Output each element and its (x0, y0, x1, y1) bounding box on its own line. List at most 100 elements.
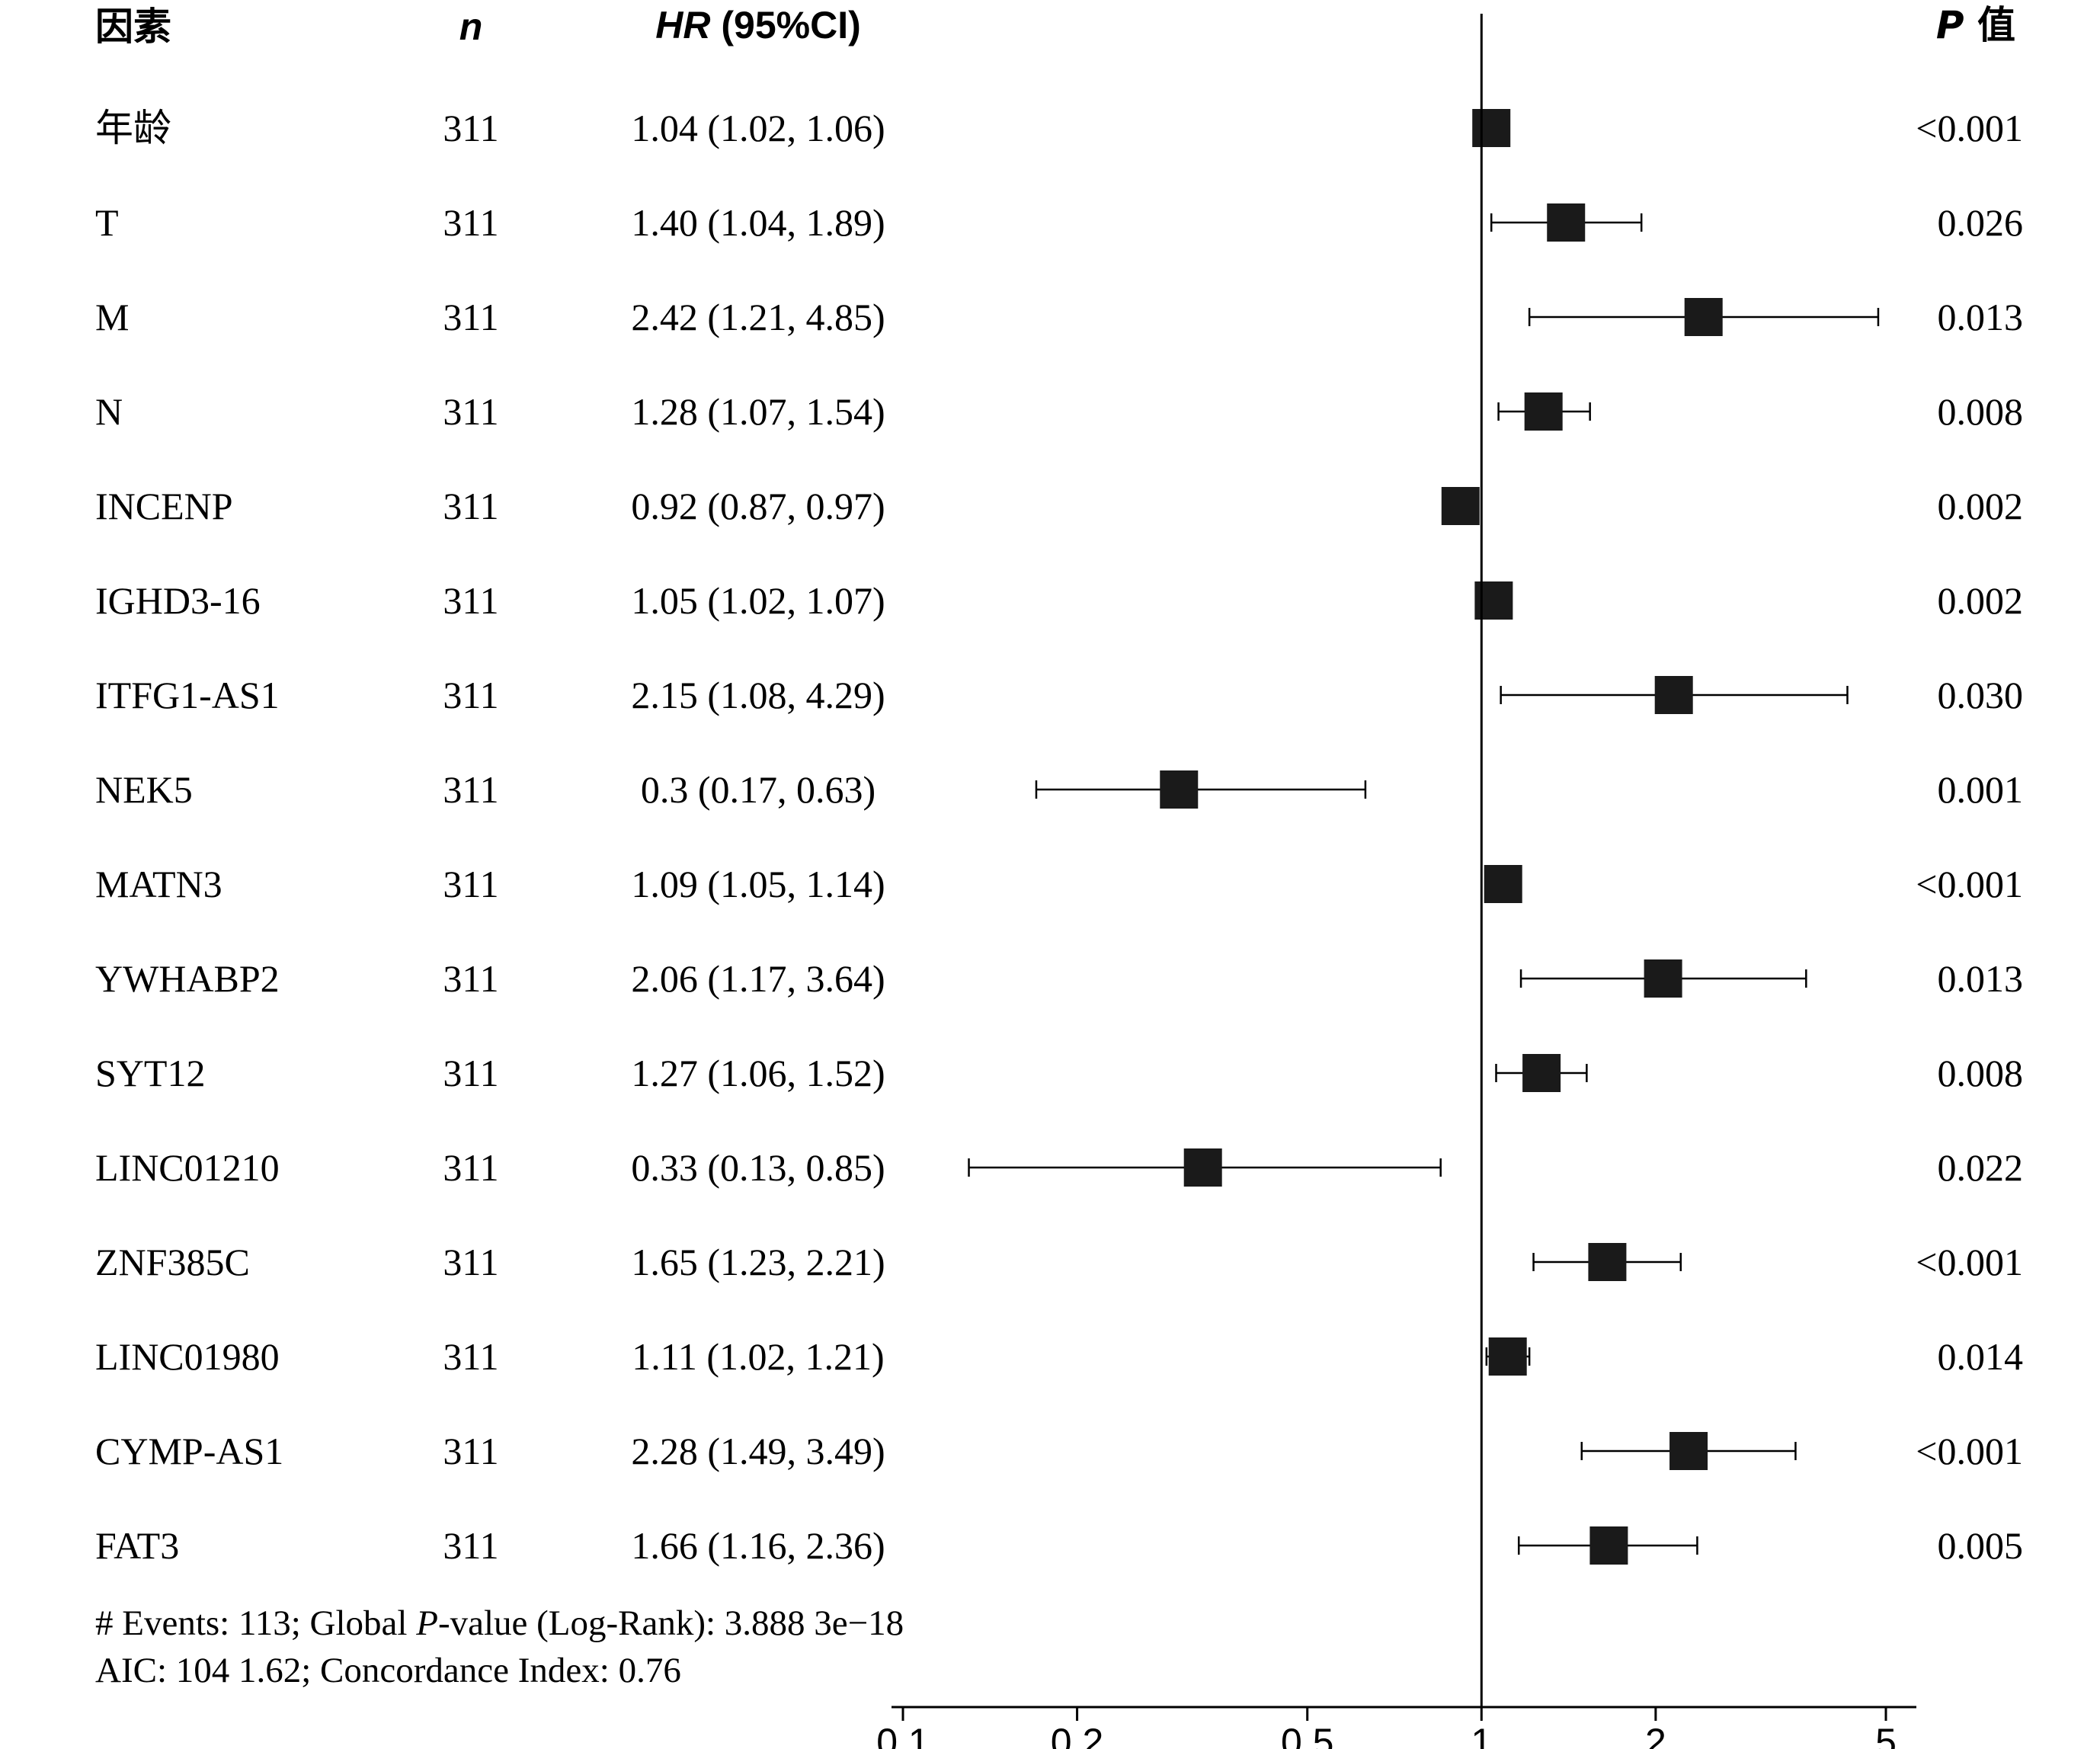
table-row: FAT3 311 1.66 (1.16, 2.36) 0.005 (95, 1524, 2023, 1567)
forest-row-mark (1528, 298, 1880, 336)
table-row: ZNF385C 311 1.65 (1.23, 2.21) <0.001 (95, 1241, 2023, 1283)
hr-point-square (1684, 298, 1723, 336)
forest-row-mark (1497, 392, 1591, 431)
n-value: 311 (443, 1146, 498, 1189)
table-row: NEK5 311 0.3 (0.17, 0.63) 0.001 (95, 768, 2023, 811)
table-row: N 311 1.28 (1.07, 1.54) 0.008 (95, 390, 2023, 433)
n-value: 311 (443, 296, 498, 338)
header-hr-suffix: (95%CI) (710, 4, 860, 46)
x-tick-label: 0.5 (1281, 1721, 1334, 1749)
factor-label: 年龄 (95, 107, 171, 149)
forest-row-mark (1500, 676, 1849, 714)
footnote-line-1-post: -value (Log-Rank): 3.888 3e−18 (438, 1603, 904, 1643)
footnote-line-2: AIC: 104 1.62; Concordance Index: 0.76 (95, 1651, 681, 1690)
table-row: 年龄 311 1.04 (1.02, 1.06) <0.001 (95, 107, 2023, 149)
forest-row-mark (968, 1148, 1442, 1187)
footnote-line-1: # Events: 113; Global P-value (Log-Rank)… (95, 1603, 904, 1643)
n-value: 311 (443, 1241, 498, 1283)
x-axis: 0.1 0.2 0.5 1 2 5 (876, 1706, 1916, 1749)
p-value: 0.013 (1938, 296, 2024, 338)
x-tick-label: 0.1 (876, 1721, 930, 1749)
p-value: <0.001 (1916, 863, 2023, 905)
p-value: 0.008 (1938, 1052, 2024, 1094)
hr-ci-value: 2.28 (1.49, 3.49) (631, 1430, 885, 1472)
p-value: 0.026 (1938, 201, 2024, 244)
footnote-line-1-pre: # Events: 113; Global (95, 1603, 416, 1643)
hr-point-square (1472, 109, 1511, 147)
n-value: 311 (443, 107, 498, 149)
forest-row-mark (1580, 1432, 1797, 1470)
forest-row-mark (1495, 1054, 1588, 1092)
table-row: LINC01210 311 0.33 (0.13, 0.85) 0.022 (95, 1146, 2023, 1189)
forest-row-mark (1472, 109, 1511, 147)
hr-ci-value: 2.42 (1.21, 4.85) (631, 296, 885, 338)
forest-row-mark (1519, 959, 1807, 998)
hr-ci-value: 1.28 (1.07, 1.54) (631, 390, 885, 433)
plot-marks (968, 109, 1880, 1565)
table-row: LINC01980 311 1.11 (1.02, 1.21) 0.014 (95, 1335, 2023, 1378)
header-p-suffix: 值 (1964, 3, 2015, 47)
x-tick-label: 0.2 (1051, 1721, 1104, 1749)
forest-row-mark (1035, 770, 1367, 809)
table-row: M 311 2.42 (1.21, 4.85) 0.013 (95, 296, 2023, 338)
hr-point-square (1522, 1054, 1561, 1092)
p-value: 0.014 (1938, 1335, 2024, 1378)
factor-label: NEK5 (95, 768, 193, 811)
x-tick-label: 5 (1875, 1721, 1897, 1749)
forest-row-mark (1484, 865, 1522, 903)
header-p-prefix: P (1936, 3, 1964, 47)
table-row: CYMP-AS1 311 2.28 (1.49, 3.49) <0.001 (95, 1430, 2023, 1472)
p-value: 0.013 (1938, 957, 2024, 1000)
hr-point-square (1644, 959, 1682, 998)
hr-point-square (1589, 1526, 1628, 1565)
n-value: 311 (443, 1524, 498, 1567)
factor-label: T (95, 201, 119, 244)
hr-ci-value: 2.06 (1.17, 3.64) (631, 957, 885, 1000)
header-hr-prefix: HR (655, 4, 710, 46)
hr-ci-value: 0.33 (0.13, 0.85) (631, 1146, 885, 1189)
table-row: T 311 1.40 (1.04, 1.89) 0.026 (95, 201, 2023, 244)
forest-row-mark (1490, 203, 1643, 242)
hr-ci-value: 1.11 (1.02, 1.21) (632, 1335, 884, 1378)
table-row: INCENP 311 0.92 (0.87, 0.97) 0.002 (95, 485, 2023, 527)
hr-point-square (1160, 770, 1199, 809)
p-value: <0.001 (1916, 1241, 2023, 1283)
hr-point-square (1547, 203, 1586, 242)
hr-point-square (1488, 1337, 1527, 1376)
table-row: MATN3 311 1.09 (1.05, 1.14) <0.001 (95, 863, 2023, 905)
factor-label: FAT3 (95, 1524, 179, 1567)
n-value: 311 (443, 1335, 498, 1378)
factor-label: M (95, 296, 129, 338)
hr-ci-value: 1.65 (1.23, 2.21) (631, 1241, 885, 1283)
hr-point-square (1588, 1243, 1627, 1281)
factor-label: INCENP (95, 485, 233, 527)
p-value: 0.005 (1938, 1524, 2024, 1567)
n-value: 311 (443, 957, 498, 1000)
hr-ci-value: 0.92 (0.87, 0.97) (631, 485, 885, 527)
hr-point-square (1484, 865, 1522, 903)
p-value: <0.001 (1916, 1430, 2023, 1472)
x-tick-label: 1 (1471, 1721, 1492, 1749)
p-value: 0.008 (1938, 390, 2024, 433)
p-value: 0.002 (1938, 485, 2024, 527)
header-factor: 因素 (95, 5, 171, 49)
n-value: 311 (443, 390, 498, 433)
n-value: 311 (443, 674, 498, 716)
n-value: 311 (443, 579, 498, 622)
factor-label: N (95, 390, 123, 433)
forest-row-mark (1441, 487, 1480, 525)
footnote-line-1-italic: P (415, 1603, 438, 1643)
table-row: ITFG1-AS1 311 2.15 (1.08, 4.29) 0.030 (95, 674, 2023, 716)
factor-label: LINC01980 (95, 1335, 280, 1378)
table-row: YWHABP2 311 2.06 (1.17, 3.64) 0.013 (95, 957, 2023, 1000)
table-row: IGHD3-16 311 1.05 (1.02, 1.07) 0.002 (95, 579, 2023, 622)
p-value: 0.001 (1938, 768, 2024, 811)
forest-row-mark (1517, 1526, 1698, 1565)
p-value: <0.001 (1916, 107, 2023, 149)
table-rows: 年龄 311 1.04 (1.02, 1.06) <0.001 T 311 1.40 (1.… (95, 107, 2023, 1567)
table-row: SYT12 311 1.27 (1.06, 1.52) 0.008 (95, 1052, 2023, 1094)
header-p: P 值 (1936, 3, 2015, 47)
factor-label: MATN3 (95, 863, 222, 905)
hr-ci-value: 1.27 (1.06, 1.52) (631, 1052, 885, 1094)
